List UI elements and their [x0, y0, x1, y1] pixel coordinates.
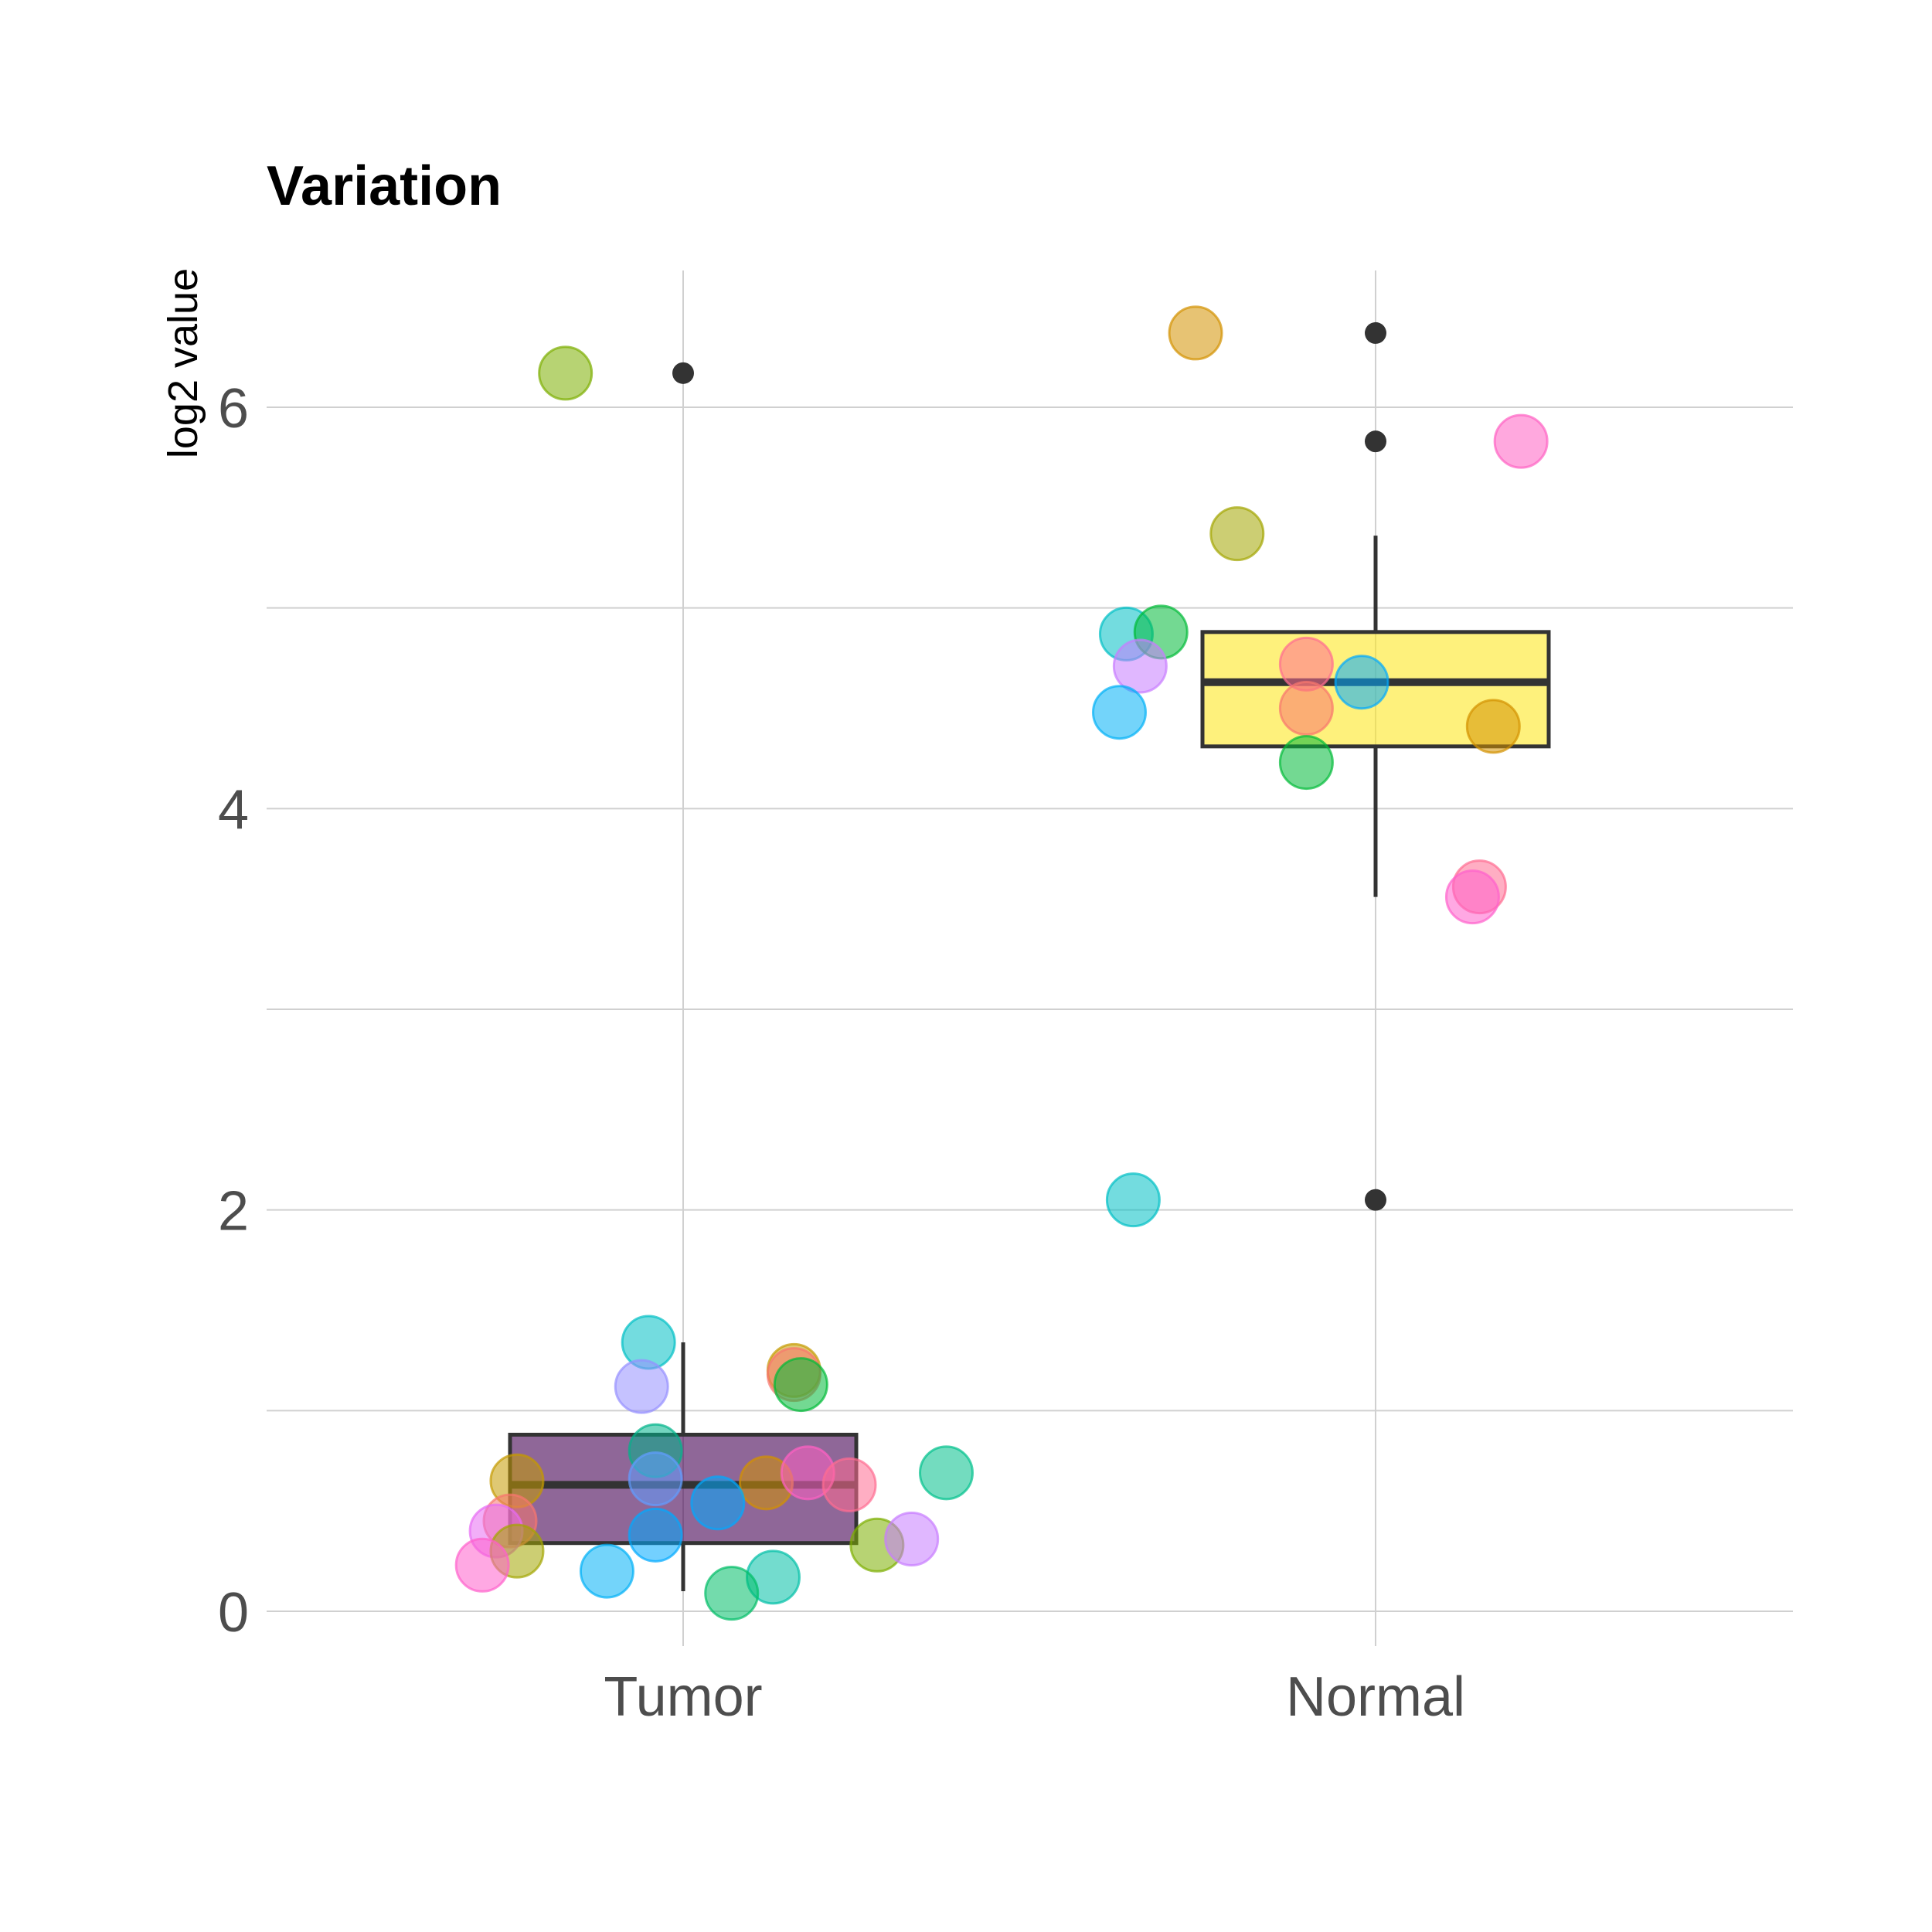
y-axis-label: log2 value — [160, 268, 206, 458]
data-point — [1168, 305, 1223, 361]
data-point — [918, 1445, 974, 1501]
data-point — [628, 1451, 683, 1507]
data-point — [704, 1566, 760, 1621]
outlier-point — [1365, 321, 1386, 344]
data-point — [538, 345, 594, 401]
data-point — [1444, 869, 1500, 925]
data-point — [884, 1512, 940, 1567]
data-point — [1493, 413, 1549, 469]
chart-title: Variation — [267, 155, 502, 217]
x-tick-label: Tumor — [604, 1666, 762, 1728]
data-point — [1465, 699, 1521, 754]
data-point — [1334, 655, 1389, 710]
grid-lines — [267, 270, 1793, 1646]
box-layer — [508, 321, 1551, 1592]
data-point — [628, 1507, 683, 1563]
y-tick-label: 2 — [218, 1181, 249, 1243]
data-point — [614, 1359, 669, 1414]
y-tick-label: 0 — [218, 1582, 249, 1644]
jitter-points-layer — [454, 305, 1549, 1621]
y-tick-label: 6 — [218, 378, 249, 440]
x-tick-label: Normal — [1286, 1666, 1465, 1728]
y-tick-label: 4 — [218, 779, 249, 841]
data-point — [1091, 685, 1147, 740]
data-point — [773, 1357, 828, 1413]
outlier-point — [672, 362, 694, 384]
data-point — [690, 1475, 746, 1531]
outlier-point — [1365, 430, 1386, 453]
data-point — [1112, 638, 1168, 694]
data-point — [1278, 735, 1334, 791]
data-point — [1105, 1172, 1161, 1228]
outlier-point — [1365, 1189, 1386, 1211]
data-point — [1278, 681, 1334, 736]
data-point — [1209, 506, 1265, 562]
x-tick-labels: Tumor Normal — [604, 1666, 1465, 1728]
data-point — [821, 1457, 877, 1512]
data-point — [454, 1537, 510, 1593]
y-tick-labels: 0 2 4 6 — [218, 378, 249, 1644]
data-point — [579, 1543, 634, 1599]
